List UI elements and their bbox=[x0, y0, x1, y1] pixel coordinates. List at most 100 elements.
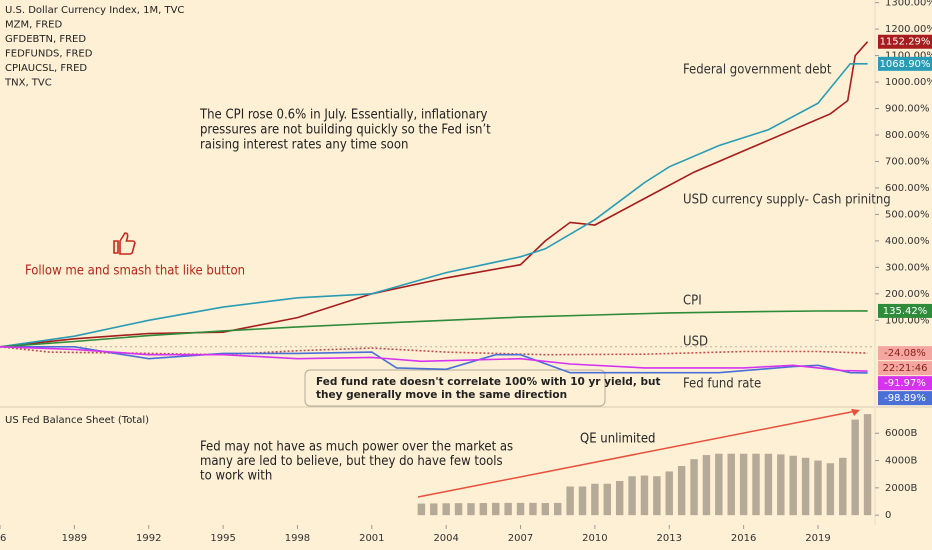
y-tick-label: 900.00% bbox=[885, 104, 930, 115]
bar bbox=[628, 476, 636, 516]
value-label: -91.97% bbox=[884, 378, 926, 389]
bar bbox=[727, 453, 735, 516]
bar bbox=[430, 503, 438, 516]
bar bbox=[789, 455, 797, 516]
bar bbox=[777, 454, 785, 516]
annotation: Federal government debt bbox=[683, 63, 832, 78]
x-tick-label: 1995 bbox=[210, 533, 235, 544]
value-label: 1068.90% bbox=[880, 59, 931, 70]
x-tick-label: 2013 bbox=[657, 533, 682, 544]
x-tick-label: 2004 bbox=[433, 533, 458, 544]
series-line bbox=[0, 63, 868, 348]
trend-arrow bbox=[417, 410, 857, 498]
legend-entry: U.S. Dollar Currency Index, 1M, TVC bbox=[5, 5, 184, 16]
y-tick-label: 6000B bbox=[885, 428, 917, 439]
y-tick-label: 4000B bbox=[885, 456, 917, 467]
annotation: Fed may not have as much power over the … bbox=[200, 440, 513, 455]
y-tick-label: 300.00% bbox=[885, 262, 930, 273]
bar bbox=[454, 503, 463, 516]
annotation: CPI bbox=[683, 294, 702, 309]
value-tag bbox=[878, 346, 932, 361]
value-label: 135.42% bbox=[883, 306, 928, 317]
bar bbox=[516, 502, 525, 516]
bar bbox=[615, 481, 624, 516]
x-tick-label: 2010 bbox=[582, 533, 607, 544]
bar bbox=[591, 483, 599, 516]
x-tick-label: 2001 bbox=[359, 533, 384, 544]
bar bbox=[702, 455, 711, 516]
countdown: 22:21:46 bbox=[883, 363, 928, 374]
y-tick-label: 100.00% bbox=[885, 315, 930, 326]
legend-entry: FEDFUNDS, FRED bbox=[5, 49, 93, 60]
bar bbox=[863, 414, 872, 516]
thumbs-up-icon bbox=[113, 232, 136, 255]
x-tick-label: 2019 bbox=[805, 533, 830, 544]
value-tag bbox=[878, 376, 932, 391]
bar bbox=[492, 502, 500, 516]
bar bbox=[851, 419, 859, 516]
bar bbox=[814, 460, 822, 516]
bar bbox=[739, 453, 748, 516]
annotation: USD currency supply- Cash prinitng bbox=[683, 193, 891, 208]
bar bbox=[801, 457, 810, 516]
y-tick-label: 800.00% bbox=[885, 130, 930, 141]
y-tick-label: 1200.00% bbox=[885, 24, 932, 35]
x-tick-label: 86 bbox=[0, 533, 6, 544]
x-tick-label: 1992 bbox=[136, 533, 161, 544]
series-line bbox=[0, 41, 869, 348]
bar bbox=[529, 502, 537, 516]
legend-entry: GFDEBTN, FRED bbox=[5, 34, 86, 45]
bar bbox=[752, 453, 760, 516]
annotation: raising interest rates any time soon bbox=[200, 138, 408, 153]
x-tick-label: 2016 bbox=[731, 533, 756, 544]
bar bbox=[442, 503, 450, 516]
y-tick-label: 500.00% bbox=[885, 209, 930, 220]
series-line bbox=[0, 310, 868, 348]
bar bbox=[839, 457, 847, 516]
y-tick-label: 200.00% bbox=[885, 289, 930, 300]
y-tick-label: 1100.00% bbox=[885, 51, 932, 62]
pane-title: US Fed Balance Sheet (Total) bbox=[5, 415, 149, 426]
x-tick-label: 1998 bbox=[285, 533, 310, 544]
value-tag bbox=[878, 303, 932, 318]
legend-entry: TNX, TVC bbox=[4, 78, 52, 89]
legend-entry: CPIAUCSL, FRED bbox=[5, 63, 87, 74]
bar bbox=[467, 503, 475, 516]
legend-entry: MZM, FRED bbox=[5, 20, 62, 31]
bar bbox=[764, 453, 773, 516]
annotation: The CPI rose 0.6% in July. Essentially, … bbox=[199, 108, 488, 123]
bar bbox=[566, 486, 574, 516]
bar bbox=[541, 503, 550, 516]
value-tag bbox=[878, 34, 932, 49]
bar bbox=[640, 475, 649, 516]
bar bbox=[479, 503, 488, 516]
y-tick-label: 400.00% bbox=[885, 236, 930, 247]
annotation: many are led to believe, but they do hav… bbox=[200, 454, 503, 469]
bar bbox=[690, 459, 698, 516]
annotation: Follow me and smash that like button bbox=[25, 264, 245, 279]
series-line bbox=[0, 346, 868, 372]
bar bbox=[554, 502, 562, 516]
value-label: -24.08% bbox=[884, 348, 926, 359]
y-tick-label: 1000.00% bbox=[885, 77, 932, 88]
annotation: QE unlimited bbox=[580, 432, 656, 447]
bar bbox=[504, 502, 512, 516]
bar bbox=[826, 463, 835, 516]
countdown-tag bbox=[878, 361, 932, 376]
y-tick-label: 600.00% bbox=[885, 183, 930, 194]
y-tick-label: 2000B bbox=[885, 483, 917, 494]
annotation: they generally move in the same directio… bbox=[316, 389, 567, 401]
value-label: -98.89% bbox=[884, 393, 926, 404]
annotation: Fed fund rate bbox=[683, 377, 761, 392]
bar bbox=[653, 476, 661, 516]
value-label: 1152.29% bbox=[880, 37, 931, 48]
note-box bbox=[304, 369, 606, 407]
annotation: pressures are not building quickly so th… bbox=[200, 123, 491, 138]
y-tick-label: 1300.00% bbox=[885, 0, 932, 9]
value-tag bbox=[878, 56, 932, 71]
y-tick-label: 0 bbox=[885, 510, 891, 521]
x-tick-label: 1989 bbox=[62, 533, 87, 544]
annotation: Fed fund rate doesn't correlate 100% wit… bbox=[316, 376, 660, 388]
value-tag bbox=[878, 391, 932, 406]
